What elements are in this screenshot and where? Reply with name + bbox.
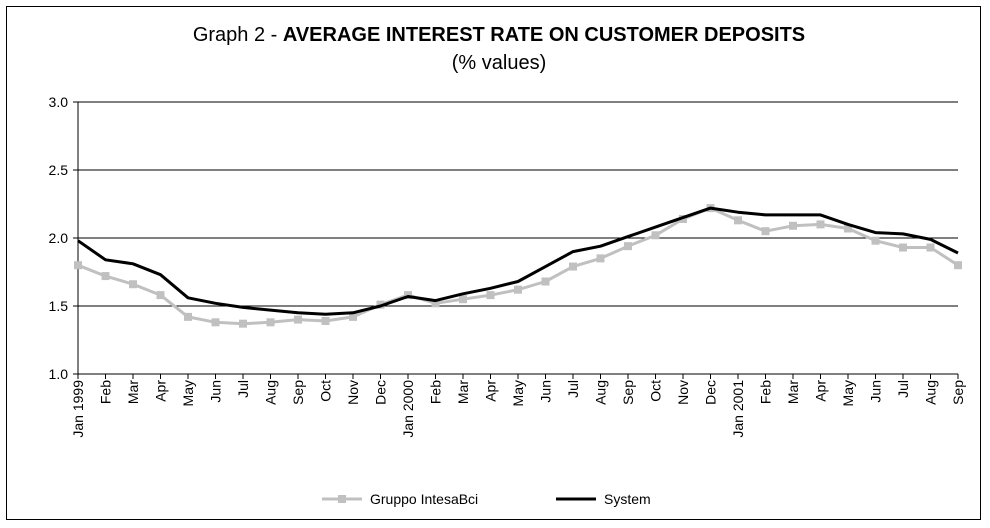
legend-label: Gruppo IntesaBci bbox=[370, 491, 478, 507]
x-tick-label: May bbox=[840, 380, 856, 406]
y-axis: 1.0 1.5 2.0 2.5 3.0 bbox=[49, 94, 79, 382]
x-tick-label: Dec bbox=[373, 380, 389, 405]
x-tick-label: Sep bbox=[290, 380, 306, 405]
chart: Graph 2 - AVERAGE INTEREST RATE ON CUSTO… bbox=[49, 24, 966, 507]
x-tick-label: Feb bbox=[98, 380, 114, 404]
x-tick-label: Apr bbox=[483, 380, 499, 402]
x-axis: Jan 1999 Feb Mar Apr May Jun Jul Aug Sep Oct Nov De… bbox=[70, 374, 966, 438]
data-point bbox=[596, 254, 605, 263]
series-group bbox=[74, 204, 962, 328]
x-tick-label: May bbox=[180, 380, 196, 406]
x-tick-label: Aug bbox=[263, 380, 279, 405]
series-0 bbox=[74, 204, 962, 328]
data-point bbox=[514, 285, 522, 294]
data-point bbox=[926, 243, 935, 252]
x-tick-label: Jan 2001 bbox=[730, 380, 746, 438]
x-tick-label: Oct bbox=[318, 380, 334, 402]
x-tick-label: Jan 2000 bbox=[400, 380, 416, 438]
data-point bbox=[101, 272, 110, 281]
legend-label: System bbox=[604, 491, 651, 507]
data-point bbox=[624, 242, 632, 251]
data-point bbox=[211, 318, 220, 327]
data-point bbox=[294, 315, 302, 324]
x-tick-label: Jul bbox=[235, 380, 251, 398]
legend-item: System bbox=[556, 491, 651, 507]
data-point bbox=[844, 224, 852, 233]
data-point bbox=[74, 261, 82, 270]
data-point bbox=[129, 280, 137, 289]
gridlines bbox=[78, 101, 958, 375]
x-tick-label: Feb bbox=[758, 380, 774, 404]
y-tick-label: 2.5 bbox=[49, 162, 69, 178]
x-tick-label: Jul bbox=[565, 380, 581, 398]
x-tick-label: Oct bbox=[648, 380, 664, 402]
data-point bbox=[899, 243, 907, 252]
data-point bbox=[816, 220, 825, 229]
legend-marker bbox=[338, 495, 346, 503]
x-tick-label: Apr bbox=[153, 380, 169, 402]
data-point bbox=[239, 319, 247, 328]
chart-frame: Graph 2 - AVERAGE INTEREST RATE ON CUSTO… bbox=[6, 6, 981, 520]
data-point bbox=[541, 277, 550, 286]
data-point bbox=[871, 236, 880, 245]
data-point bbox=[156, 291, 165, 300]
x-tick-label: Apr bbox=[813, 380, 829, 402]
data-point bbox=[954, 261, 962, 270]
data-point bbox=[789, 221, 797, 230]
x-tick-label: Jan 1999 bbox=[70, 380, 86, 438]
x-tick-label: Aug bbox=[923, 380, 939, 405]
x-tick-label: Sep bbox=[620, 380, 636, 405]
data-point bbox=[349, 312, 357, 321]
x-tick-label: Jun bbox=[208, 380, 224, 403]
x-tick-label: Mar bbox=[125, 380, 141, 404]
x-tick-label: Feb bbox=[428, 380, 444, 404]
series-1 bbox=[77, 206, 959, 316]
x-tick-label: Nov bbox=[345, 380, 361, 405]
x-tick-label: Dec bbox=[703, 380, 719, 405]
x-tick-label: Mar bbox=[785, 380, 801, 404]
y-tick-label: 2.0 bbox=[49, 230, 69, 246]
y-tick-label: 3.0 bbox=[49, 94, 69, 110]
data-point bbox=[734, 216, 742, 225]
series-line bbox=[77, 206, 959, 316]
chart-title: Graph 2 - AVERAGE INTEREST RATE ON CUSTO… bbox=[193, 24, 805, 46]
x-tick-label: Nov bbox=[675, 380, 691, 405]
data-point bbox=[266, 318, 275, 327]
x-tick-label: Mar bbox=[455, 380, 471, 404]
data-point bbox=[321, 316, 330, 325]
data-point bbox=[431, 299, 440, 308]
legend: Gruppo IntesaBci System bbox=[322, 491, 651, 507]
data-point bbox=[761, 227, 770, 236]
x-tick-label: May bbox=[510, 380, 526, 406]
data-point bbox=[459, 295, 467, 304]
data-point bbox=[486, 291, 495, 300]
x-tick-label: Sep bbox=[950, 380, 966, 405]
data-point bbox=[651, 231, 660, 240]
chart-title-bold: AVERAGE INTEREST RATE ON CUSTOMER DEPOSI… bbox=[283, 24, 805, 46]
y-tick-label: 1.0 bbox=[49, 366, 69, 382]
chart-title-prefix: Graph 2 - bbox=[193, 24, 283, 46]
legend-item: Gruppo IntesaBci bbox=[322, 491, 478, 507]
data-point bbox=[569, 262, 577, 271]
x-tick-label: Jun bbox=[868, 380, 884, 403]
data-point bbox=[184, 312, 192, 321]
x-tick-label: Aug bbox=[593, 380, 609, 405]
y-tick-label: 1.5 bbox=[49, 298, 69, 314]
x-tick-label: Jul bbox=[895, 380, 911, 398]
chart-subtitle: (% values) bbox=[452, 52, 546, 74]
x-tick-label: Jun bbox=[538, 380, 554, 403]
